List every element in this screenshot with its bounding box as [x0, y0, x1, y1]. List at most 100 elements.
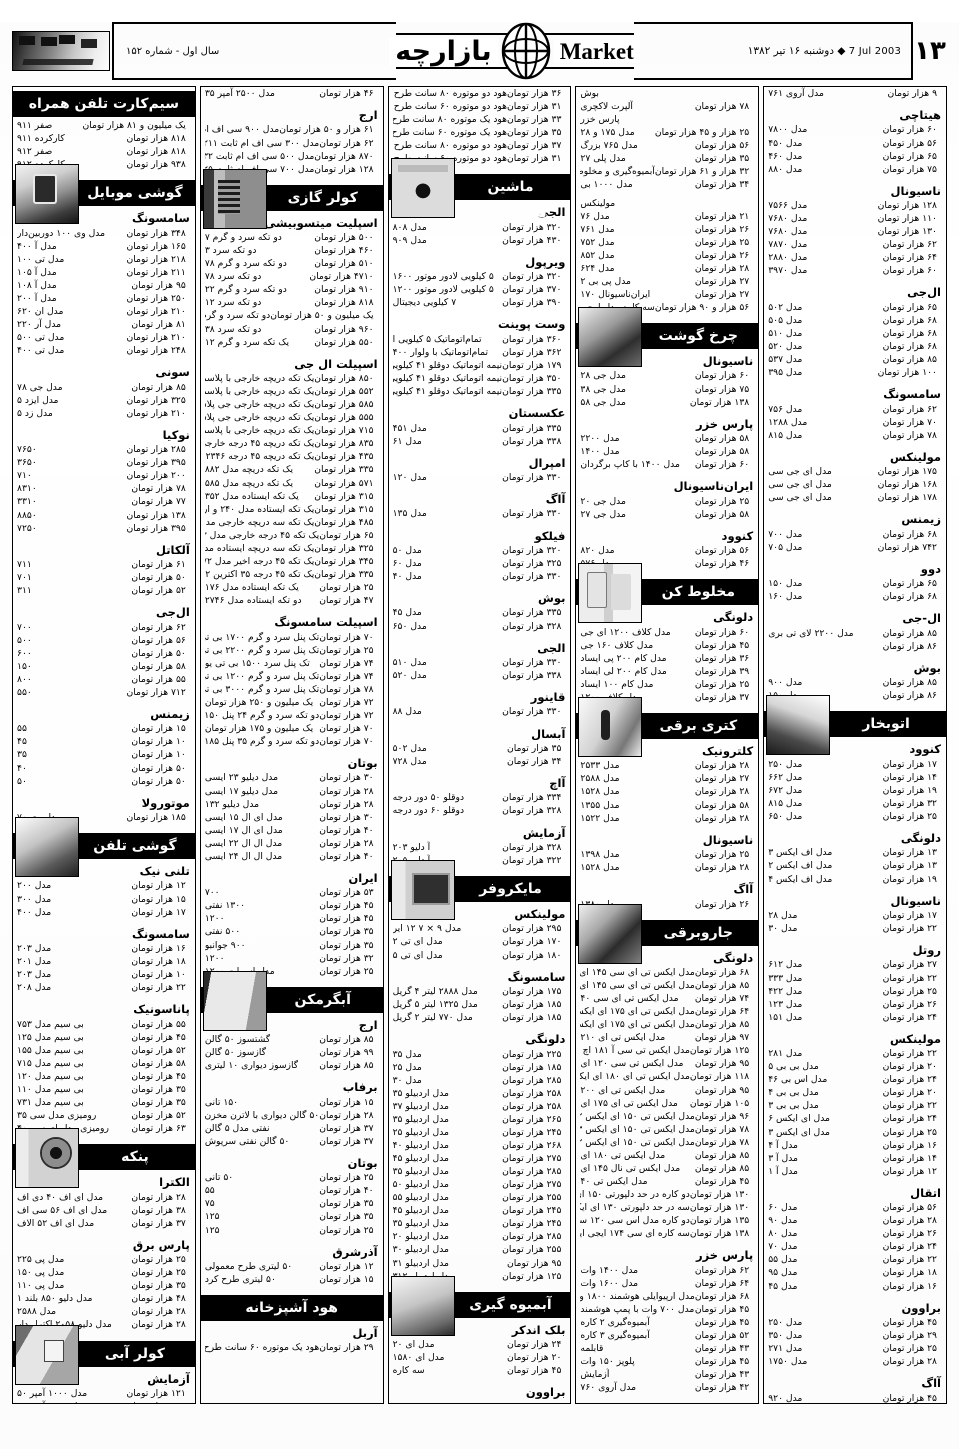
item-name: مدل ۹ × ۷ ۱۲ ایر: [392, 923, 462, 935]
price-row: مدل ال ال ۲۴ ایسی ۴۰ هزار تومان: [201, 850, 383, 863]
item-price: ۲۸ هزار تومان: [694, 812, 750, 824]
item-name: مدل ۶۱: [392, 435, 422, 447]
price-row: گازسوز دیواری ۱۰ لیتری ۸۵ هزار تومان: [201, 1059, 383, 1072]
price-row: یک میلیون و ۲۵۰ هزار تومان ۷۲ هزار تومان: [201, 696, 383, 709]
price-row: نیمه اتوماتیک دوقلو ۴۱ کیلویی ا۱۷۹ هزار …: [389, 359, 571, 372]
item-name: یک تکه سه دریچه ایستاده مدل ۴۲: [205, 542, 315, 554]
item-price: ۱۴ هزار تومان: [882, 771, 937, 783]
price-row: ۱۵۰ ۵۸ هزار تومان: [13, 660, 195, 673]
item-price: ۹۳۸ هزار تومان: [126, 159, 186, 171]
washing-machine-photo: [390, 158, 455, 219]
item-name: ۸۰۰: [17, 673, 32, 685]
item-name: ۵۰ گالن نفتی سرپوش: [204, 1135, 290, 1147]
item-price: ۴۳۰ هزار تومان: [502, 234, 562, 246]
price-row: نیمه اتوماتیک دوقلو ۴۱ کیلویی لاترن۳۵۰ ه…: [389, 372, 571, 385]
item-price: ۱۰ هزار تومان: [131, 969, 186, 981]
item-name: مدل جی ۵۸: [580, 396, 626, 408]
item-price: ۳۰ هزار تومان: [319, 811, 374, 823]
item-name: مدل ای ۲۰: [392, 1339, 435, 1350]
item-price: ۴۵ هزار تومان: [694, 1356, 750, 1368]
item-price: ۵۵ هزار تومان: [131, 673, 186, 685]
item-price: ۷۸ هزار تومان: [694, 101, 750, 113]
item-name: هود یک موتوره ۶۰ سانت طرح ۲۰۰: [204, 1342, 320, 1354]
brand-heading: آاگ: [733, 882, 754, 897]
brand-heading: کنوود: [721, 528, 754, 543]
price-row: مدل زد ۵ ۲۱۰ هزار تومان: [13, 407, 195, 420]
item-name: مدل ایکس تی سی ۱۲۰ ای: [580, 1058, 684, 1070]
item-price: ۷۸ هزار تومان: [319, 683, 374, 695]
price-row: ۵۰ گالن دیواری با لاترن مخزن ۴۵۲۸ هزار ت…: [201, 1109, 383, 1122]
item-name: مدل ۴۵۰: [768, 137, 803, 149]
price-row: ۳۵ ۱۰ هزار تومان: [13, 748, 195, 761]
brand-heading: دلونگی: [900, 831, 941, 845]
item-name: مدل ۱۴۰۰ وات: [580, 1264, 639, 1276]
brand-heading: زیمنس: [901, 512, 941, 527]
item-price: ۱۲۵ هزار تومان: [502, 1270, 562, 1282]
price-row: مدل ۲۵۰ ۱۷ هزار تومان: [764, 758, 946, 771]
item-price: ۸۱۸ هزار تومان: [314, 297, 374, 309]
item-price: ۵۸ هزار تومان: [694, 433, 750, 444]
item-price: ۵۸ هزار تومان: [694, 446, 750, 458]
category-header: اتوبخار: [764, 695, 946, 756]
category-header: مایکروفر: [388, 860, 571, 920]
brand-heading: سامسونگ: [883, 387, 941, 402]
brand-heading: بوتان: [347, 756, 378, 771]
price-row: مدل ۹ × ۷ ۱۲ ایر ۲۹۵ هزار تومان: [389, 922, 571, 935]
item-name: مدل ۳۹۵: [768, 367, 803, 379]
item-price: ۲۶ هزار تومان: [882, 1228, 937, 1240]
item-price: ۲۷ هزار تومان: [694, 773, 750, 785]
item-name: مدل پلی ۲۷: [580, 153, 626, 165]
brand-heading: هیتاچی: [899, 108, 941, 123]
item-name: مدل تی ۴۰۰: [17, 345, 65, 357]
item-price: ۳۳۵ هزار تومان: [314, 464, 374, 476]
date-persian: دوشنبه ۱۶ تیر ۱۳۸۲: [747, 45, 834, 57]
item-name: آ دلیو ۲۰۳: [392, 841, 431, 853]
item-name: مدل ال ال ۲۲ ایسی: [204, 837, 283, 849]
price-row: هود یک موتوره ۶۰ سانت طرح ۱۰۰۳۵ هزار توم…: [389, 126, 571, 139]
item-price: ۱۸۵ هزار تومان: [502, 1061, 562, 1073]
item-name: سه کاره ای سی ۱۷۴ ایجی ایتالیایی: [580, 1228, 690, 1240]
price-row: پلوپز ۱۵۰ وات ۴۵ هزار تومان: [576, 1355, 758, 1368]
item-name: مدل ۱۲۳: [768, 998, 803, 1010]
price-row: مدل ۲۸ ۱۷ هزار تومان: [764, 909, 946, 922]
item-price: ۷۲ هزار تومان: [319, 709, 374, 721]
price-row: ۱۳۰۰ نفتی ۴۵ هزار تومان: [201, 899, 383, 912]
item-name: بی سیم مدل ۱۲۰: [17, 1070, 84, 1082]
item-name: مدل دیلیو ۲۳ ایسی: [204, 772, 279, 784]
item-name: مدل ۵۱۰: [392, 656, 427, 668]
brand-heading: روتل: [912, 943, 941, 958]
item-name: مدل ایکس تی ۱۵۰ ای ایکس ۲: [580, 1110, 695, 1122]
item-name: گشتسوز ۵۰ گالن: [204, 1034, 271, 1046]
item-price: ۸۱۸ هزار تومان: [126, 146, 186, 158]
item-price: ۲۲ هزار تومان: [882, 923, 937, 934]
item-price: ۲۱۰ هزار تومان: [126, 306, 186, 317]
item-name: مدل ارپیوایلی هوشمند ۱۸۰۰ وات: [580, 1290, 695, 1302]
item-price: ۳۳۵ هزار تومان: [502, 422, 562, 434]
item-name: بی سیم مدل ۱۵۵: [17, 1044, 84, 1056]
item-price: ۴۶ هزار تومان: [319, 88, 374, 99]
price-row: مدل اردبیلو ۵۵ ۲۵۵ هزار تومان: [389, 1191, 571, 1204]
item-name: ۷۱۱: [17, 559, 32, 570]
brand-heading: ناسیونال: [890, 893, 941, 908]
item-price: ۸۱۸ هزار تومان: [126, 133, 186, 145]
item-name: مدل ۸۰۸: [392, 221, 427, 233]
item-price: ۲۴۸ هزار تومان: [126, 345, 186, 357]
item-name: مدل ۵۰۵: [768, 314, 803, 326]
price-row: مدل ایکس تی ای ۱۸۰ ای ایکس۱۱۸ هزار تومان: [576, 1070, 758, 1083]
item-price: ۲۲ هزار تومان: [882, 972, 937, 984]
item-name: مدل ۲۰۰: [17, 880, 52, 892]
item-price: ۱۴ هزار تومان: [882, 1152, 937, 1164]
item-price: ۲۴ هزار تومان: [882, 1011, 937, 1023]
brand-heading: بوتان: [347, 1155, 378, 1170]
price-row: مدل ۶۰ ۵۶ هزار تومان: [764, 1201, 946, 1214]
item-name: مدل ۷۰: [768, 1241, 798, 1253]
item-name: مدل ۶۷۲: [768, 784, 803, 796]
item-name: هود یک موتوره ۸۰ سانت طرح ۱۰۰: [392, 114, 508, 126]
price-row: یک تکه سرد و گرم ۱۲ ۵۵۰ هزار تومان: [201, 336, 383, 349]
brand-heading: بوش: [538, 591, 566, 606]
price-row: گازسوز ۵۰ گالن ۹۹ هزار تومان: [201, 1046, 383, 1059]
item-price: ۲۵ هزار تومان: [882, 985, 937, 997]
item-name: بی سیم مدل ۷۵۳: [17, 1018, 84, 1030]
steam-iron-photo: [766, 695, 831, 756]
